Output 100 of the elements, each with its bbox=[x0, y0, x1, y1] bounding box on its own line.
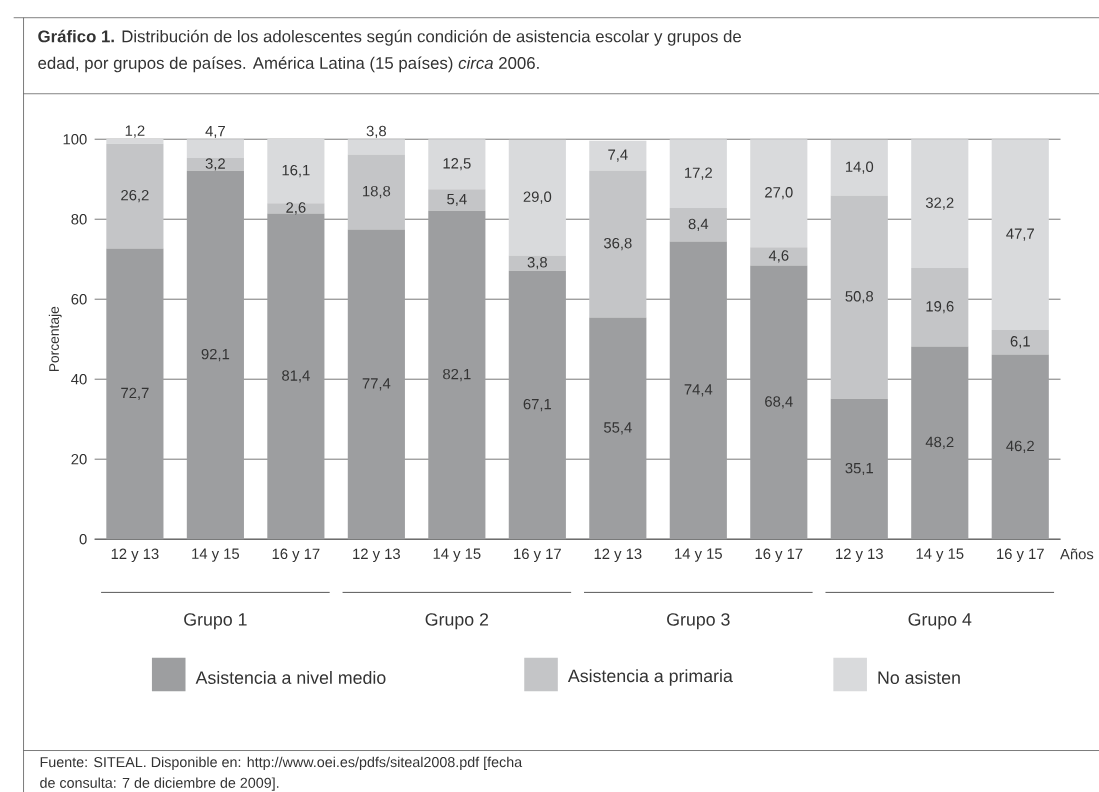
bar bbox=[830, 195, 888, 399]
bar bbox=[750, 139, 808, 248]
y-tick-label: 20 bbox=[71, 453, 87, 465]
x-tick-label: 14 y 15 bbox=[916, 548, 964, 562]
data-label: 77,4 bbox=[362, 378, 391, 391]
x-tick-label: 16 y 17 bbox=[997, 548, 1044, 563]
x-tick-label: 16 y 17 bbox=[514, 548, 561, 563]
data-label: 1,2 bbox=[125, 125, 145, 138]
data-label: 5,4 bbox=[447, 193, 467, 207]
bar bbox=[830, 139, 888, 196]
y-axis-title: Porcentaje bbox=[48, 306, 62, 372]
bar bbox=[669, 139, 727, 209]
y-tick-label: 80 bbox=[71, 213, 87, 225]
data-label: 8,4 bbox=[688, 218, 709, 231]
bar bbox=[830, 398, 888, 540]
legend-label: No asisten bbox=[878, 670, 960, 684]
bar bbox=[911, 346, 969, 540]
data-label: 3,8 bbox=[527, 257, 547, 270]
source-note: Fuente: SITEAL. Disponible en: http://www.oei.es/pdfs/siteal2008.pdf [fecha de consulta: 7 de diciembre de 2009]. bbox=[40, 756, 523, 791]
y-tick-label: 60 bbox=[71, 293, 87, 305]
bar bbox=[267, 203, 325, 214]
data-label: 48,2 bbox=[925, 436, 954, 449]
data-label: 35,1 bbox=[845, 462, 873, 476]
data-label: 12,5 bbox=[443, 158, 471, 171]
x-tick-label: 14 y 15 bbox=[192, 548, 240, 562]
bar bbox=[106, 143, 164, 249]
data-label: 46,2 bbox=[1006, 440, 1034, 453]
text: Grupo 3 bbox=[667, 613, 730, 630]
bar bbox=[669, 241, 727, 540]
bar bbox=[589, 317, 647, 540]
data-label: 6,1 bbox=[1010, 336, 1030, 349]
data-label: 72,7 bbox=[121, 387, 149, 400]
data-label: 68,4 bbox=[765, 396, 793, 409]
x-tick-label: 14 y 15 bbox=[433, 548, 481, 562]
data-label: 4,7 bbox=[205, 125, 225, 139]
data-label: 81,4 bbox=[282, 370, 310, 383]
bar bbox=[347, 229, 405, 540]
data-label: 29,0 bbox=[523, 191, 552, 204]
data-label: 14,0 bbox=[845, 161, 874, 174]
x-tick-label: 14 y 15 bbox=[675, 548, 722, 562]
data-label: 19,6 bbox=[926, 301, 954, 314]
data-label: 92,1 bbox=[201, 348, 230, 362]
bar bbox=[669, 208, 727, 242]
data-label: 2,6 bbox=[286, 202, 306, 215]
bar bbox=[508, 270, 566, 540]
y-tick-label: 100 bbox=[63, 133, 87, 145]
bar bbox=[347, 139, 405, 155]
data-label: 17,2 bbox=[685, 167, 712, 180]
data-label: 50,8 bbox=[845, 291, 874, 304]
data-label: 67,1 bbox=[523, 398, 552, 412]
bar bbox=[589, 170, 647, 318]
bar bbox=[347, 154, 405, 230]
data-label: 55,4 bbox=[603, 422, 632, 435]
x-tick-label: 16 y 17 bbox=[272, 548, 320, 563]
data-label: 3,8 bbox=[366, 125, 387, 139]
legend-label: Asistencia a primaria bbox=[567, 669, 733, 686]
bar bbox=[428, 189, 486, 211]
bar bbox=[186, 139, 244, 159]
bar bbox=[428, 139, 486, 190]
bar bbox=[267, 138, 325, 204]
data-label: 82,1 bbox=[443, 368, 471, 382]
y-tick-label: 40 bbox=[71, 373, 87, 385]
text: Grupo 1 bbox=[184, 613, 247, 630]
bar bbox=[508, 255, 566, 271]
data-label: 74,4 bbox=[684, 384, 713, 397]
bar bbox=[750, 265, 808, 540]
data-label: 47,7 bbox=[1006, 228, 1034, 241]
data-label: 32,2 bbox=[925, 197, 954, 210]
bar bbox=[428, 210, 486, 540]
bar bbox=[991, 139, 1049, 331]
data-label: 7,4 bbox=[608, 149, 628, 162]
bar bbox=[911, 268, 969, 347]
x-tick-label: 12 y 13 bbox=[594, 548, 642, 563]
data-label: 4,6 bbox=[768, 250, 789, 263]
bar bbox=[991, 354, 1049, 540]
data-label: 3,2 bbox=[205, 158, 225, 171]
x-tick-label: 16 y 17 bbox=[755, 548, 803, 563]
data-label: 16,1 bbox=[282, 164, 310, 178]
chart-title: Gráfico 1. Distribución de los adolescentes según condición de asistencia escolar y grupos de edad, por grupos de países. América Latina (15 países) circa 2006. bbox=[38, 29, 741, 73]
bar bbox=[186, 170, 244, 540]
data-label: 18,8 bbox=[363, 185, 391, 199]
text: Grupo 4 bbox=[908, 613, 972, 630]
bar bbox=[911, 139, 969, 269]
bar bbox=[106, 138, 164, 144]
bar bbox=[750, 247, 808, 266]
text: Grupo 2 bbox=[425, 613, 489, 630]
bar bbox=[267, 213, 325, 540]
bar bbox=[186, 158, 244, 171]
bar bbox=[991, 330, 1049, 355]
bar bbox=[508, 139, 566, 256]
y-tick-label: 0 bbox=[79, 533, 87, 545]
legend-label: Asistencia a nivel medio bbox=[195, 670, 386, 684]
bar bbox=[106, 248, 164, 540]
x-tick-label: 12 y 13 bbox=[353, 548, 400, 563]
data-label: 36,8 bbox=[603, 237, 632, 251]
bar bbox=[589, 140, 647, 171]
data-label: 26,2 bbox=[121, 189, 149, 203]
x-axis-title: Años bbox=[1060, 548, 1094, 560]
data-label: 27,0 bbox=[765, 187, 793, 200]
x-tick-label: 12 y 13 bbox=[111, 548, 159, 563]
